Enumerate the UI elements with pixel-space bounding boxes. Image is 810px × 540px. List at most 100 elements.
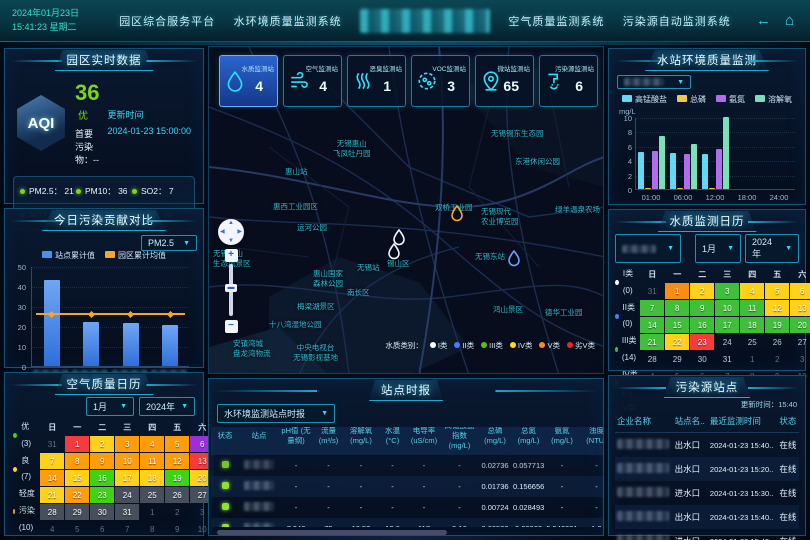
calendar-day[interactable]: 14 [640, 317, 665, 333]
zoom-out-button[interactable]: − [224, 320, 238, 333]
calendar-day[interactable]: 2 [90, 436, 115, 452]
calendar-day[interactable]: 16 [690, 317, 715, 333]
calendar-day[interactable]: 1 [150, 507, 155, 517]
calendar-day[interactable]: 15 [65, 470, 90, 486]
pan-right-icon[interactable]: ▶ [237, 229, 242, 235]
pollutant-select-dropdown[interactable]: PM2.5 ▼ [141, 235, 197, 251]
table-row[interactable]: 出水口 2024-01-23 15:40.. 在线 [615, 433, 799, 458]
calendar-day[interactable]: 5 [765, 283, 790, 299]
calendar-day[interactable]: 2 [175, 507, 180, 517]
pan-left-icon[interactable]: ◀ [220, 229, 225, 235]
month-dropdown[interactable]: 1月 ▼ [86, 397, 134, 416]
station-button-5[interactable]: 微站监测站 65 [475, 55, 534, 107]
zoom-slider-handle[interactable]: ▬ [225, 284, 237, 292]
table-row[interactable]: - - - - - -0.01736 0.156656- - [211, 476, 603, 498]
calendar-day[interactable]: 4 [140, 436, 165, 452]
calendar-day[interactable]: 8 [150, 524, 155, 534]
calendar-day[interactable]: 28 [647, 354, 657, 364]
calendar-day[interactable]: 26 [165, 487, 190, 503]
nav-park-platform[interactable]: 园区综合服务平台 [119, 15, 216, 28]
calendar-day[interactable]: 28 [40, 504, 65, 520]
calendar-day[interactable]: 23 [690, 334, 715, 350]
calendar-day[interactable]: 12 [765, 300, 790, 316]
calendar-day[interactable]: 2 [690, 283, 715, 299]
calendar-day[interactable]: 22 [665, 334, 690, 350]
calendar-day[interactable]: 7 [125, 524, 130, 534]
calendar-day[interactable]: 21 [40, 487, 65, 503]
calendar-day[interactable]: 24 [722, 337, 732, 347]
calendar-day[interactable]: 17 [715, 317, 740, 333]
station-select-dropdown[interactable]: ▼ [617, 75, 691, 89]
table-row[interactable]: 出水口 2024-01-23 15:20.. 在线 [615, 457, 799, 481]
station-button-2[interactable]: 空气监测站 4 [283, 55, 342, 107]
table-row[interactable]: 7.9487510.5213.61175.160.005880.002685.5… [211, 518, 603, 527]
nav-air-quality-system[interactable]: 空气质量监测系统 [508, 15, 605, 28]
calendar-day[interactable]: 19 [765, 317, 790, 333]
calendar-day[interactable]: 9 [90, 453, 115, 469]
nav-water-env-system[interactable]: 水环境质量监测系统 [233, 15, 342, 28]
calendar-day[interactable]: 18 [740, 317, 765, 333]
station-button-6[interactable]: 污染源监测站 6 [539, 55, 598, 107]
calendar-day[interactable]: 29 [65, 504, 90, 520]
hourly-report-dropdown[interactable]: 水环境监测站点时报 ▼ [217, 404, 335, 423]
calendar-day[interactable]: 6 [100, 524, 105, 534]
calendar-day[interactable]: 20 [790, 317, 810, 333]
water-station-marker[interactable] [387, 242, 401, 260]
calendar-day[interactable]: 8 [665, 300, 690, 316]
calendar-day[interactable]: 9 [690, 300, 715, 316]
table-row[interactable]: - - - - - -0.02736 0.057713- - [211, 455, 603, 476]
station-button-3[interactable]: 恶臭监测站 1 [347, 55, 406, 107]
calendar-day[interactable]: 29 [672, 354, 682, 364]
calendar-day[interactable]: 25 [140, 487, 165, 503]
station-button-1[interactable]: 水质监测站 4 [219, 55, 278, 107]
calendar-day[interactable]: 18 [140, 470, 165, 486]
calendar-day[interactable]: 11 [740, 300, 765, 316]
calendar-day[interactable]: 23 [90, 487, 115, 503]
calendar-day[interactable]: 7 [40, 453, 65, 469]
calendar-day[interactable]: 6 [790, 283, 810, 299]
horizontal-scrollbar[interactable] [217, 530, 447, 535]
station-button-4[interactable]: VOC监测站 3 [411, 55, 470, 107]
calendar-day[interactable]: 5 [165, 436, 190, 452]
calendar-day[interactable]: 25 [747, 337, 757, 347]
calendar-day[interactable]: 5 [75, 524, 80, 534]
station-dropdown[interactable]: ▼ [615, 234, 681, 263]
zoom-slider-track[interactable]: ▬ [225, 264, 237, 316]
calendar-day[interactable]: 1 [65, 436, 90, 452]
calendar-day[interactable]: 3 [200, 507, 205, 517]
calendar-day[interactable]: 24 [115, 487, 140, 503]
year-dropdown[interactable]: 2024年 ▼ [139, 397, 195, 416]
calendar-day[interactable]: 3 [800, 354, 805, 364]
calendar-day[interactable]: 31 [115, 504, 140, 520]
year-dropdown[interactable]: 2024年 ▼ [745, 234, 799, 263]
calendar-day[interactable]: 4 [50, 524, 55, 534]
calendar-day[interactable]: 3 [715, 283, 740, 299]
map-pan-control[interactable]: ▲ ▼ ◀ ▶ [218, 219, 244, 245]
calendar-day[interactable]: 15 [665, 317, 690, 333]
calendar-day[interactable]: 11 [140, 453, 165, 469]
calendar-day[interactable]: 22 [65, 487, 90, 503]
calendar-day[interactable]: 31 [722, 354, 732, 364]
zoom-in-button[interactable]: + [224, 249, 238, 262]
calendar-day[interactable]: 16 [90, 470, 115, 486]
calendar-day[interactable]: 1 [750, 354, 755, 364]
water-station-marker[interactable] [392, 228, 406, 246]
calendar-day[interactable]: 10 [115, 453, 140, 469]
calendar-day[interactable]: 27 [797, 337, 807, 347]
calendar-day[interactable]: 26 [772, 337, 782, 347]
calendar-day[interactable]: 7 [640, 300, 665, 316]
calendar-day[interactable]: 1 [665, 283, 690, 299]
calendar-day[interactable]: 9 [175, 524, 180, 534]
calendar-day[interactable]: 19 [165, 470, 190, 486]
month-dropdown[interactable]: 1月 ▼ [695, 234, 741, 263]
back-arrow-icon[interactable]: ← [755, 12, 771, 29]
water-station-marker-ii[interactable] [507, 249, 521, 267]
calendar-day[interactable]: 3 [115, 436, 140, 452]
calendar-day[interactable]: 8 [65, 453, 90, 469]
table-row[interactable]: 进水口 2024-01-23 15:30.. 在线 [615, 481, 799, 505]
calendar-day[interactable]: 10 [197, 524, 207, 534]
calendar-day[interactable]: 13 [790, 300, 810, 316]
home-icon[interactable]: ⌂ [784, 12, 794, 29]
calendar-day[interactable]: 4 [740, 283, 765, 299]
